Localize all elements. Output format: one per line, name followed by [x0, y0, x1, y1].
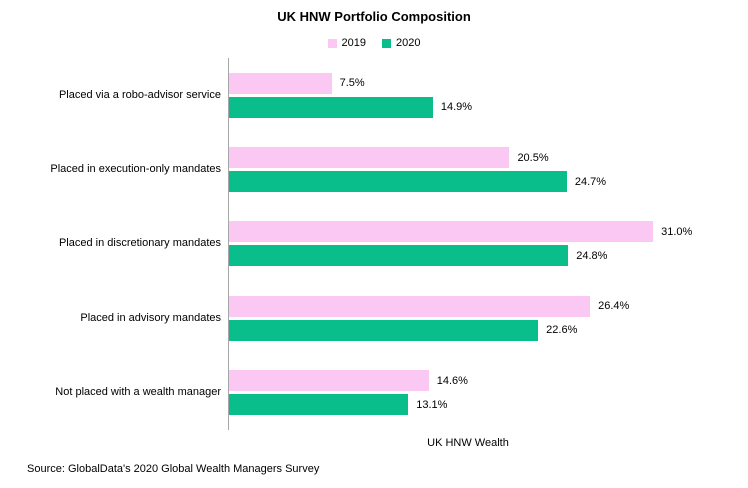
bar-with-label: 22.6%: [229, 319, 629, 341]
category-row: Placed in advisory mandates 26.4% 22.6%: [0, 281, 748, 355]
legend-label-2020: 2020: [396, 37, 421, 49]
value-label: 7.5%: [339, 77, 365, 90]
category-label: Placed via a robo-advisor service: [58, 88, 221, 101]
value-label: 20.5%: [517, 151, 549, 164]
category-label: Placed in advisory mandates: [80, 311, 221, 324]
category-label: Placed in execution-only mandates: [50, 163, 221, 176]
chart-container: UK HNW Portfolio Composition 2019 2020 P…: [0, 9, 748, 475]
category-row: Not placed with a wealth manager 14.6% 13.…: [0, 356, 748, 430]
value-label: 13.1%: [416, 398, 448, 411]
bar-2020: [229, 171, 567, 193]
bar-2019: [229, 221, 654, 243]
bar-2020: [229, 319, 539, 341]
legend-swatch-2020: [382, 38, 391, 48]
x-axis-label: UK HNW Wealth: [427, 436, 509, 449]
bar-2019: [229, 72, 332, 94]
bar-pair: 31.0% 24.8%: [229, 207, 692, 281]
bar-2020: [229, 245, 569, 267]
bar-2019: [229, 295, 591, 317]
bar-rows: Placed via a robo-advisor service 7.5% 14.…: [0, 58, 748, 430]
value-label: 14.6%: [436, 374, 468, 387]
legend: 2019 2020: [0, 37, 748, 49]
value-label: 26.4%: [598, 300, 630, 313]
legend-swatch-2019: [327, 38, 337, 48]
value-label: 31.0%: [661, 225, 693, 238]
bar-with-label: 7.5%: [229, 72, 472, 94]
value-label: 14.9%: [440, 101, 473, 114]
bar-pair: 14.6% 13.1%: [229, 356, 468, 430]
bar-with-label: 24.8%: [229, 245, 692, 267]
chart-title: UK HNW Portfolio Composition: [277, 9, 471, 24]
legend-label-2019: 2019: [341, 37, 366, 49]
legend-item-2020: 2020: [382, 37, 420, 49]
bar-with-label: 24.7%: [229, 171, 607, 193]
value-label: 24.7%: [574, 175, 607, 188]
category-row: Placed via a robo-advisor service 7.5% 14.…: [0, 58, 748, 132]
source-note: Source: GlobalData's 2020 Global Wealth …: [27, 463, 320, 475]
bar-with-label: 14.9%: [229, 96, 473, 118]
category-label: Placed in discretionary mandates: [58, 237, 221, 250]
bar-2019: [229, 370, 429, 392]
category-row: Placed in execution-only mandates 20.5% 24…: [0, 132, 748, 206]
category-label: Not placed with a wealth manager: [55, 386, 221, 399]
value-label: 22.6%: [546, 324, 578, 337]
bar-with-label: 31.0%: [229, 221, 693, 243]
bar-2020: [229, 96, 433, 118]
plot-area: Placed via a robo-advisor service 7.5% 14.…: [0, 58, 748, 449]
bar-pair: 7.5% 14.9%: [229, 58, 472, 132]
bar-with-label: 20.5%: [229, 147, 606, 169]
legend-item-2019: 2019: [327, 37, 366, 49]
bar-pair: 20.5% 24.7%: [229, 132, 606, 206]
category-row: Placed in discretionary mandates 31.0% 24.…: [0, 207, 748, 281]
bar-with-label: 13.1%: [229, 394, 468, 416]
y-axis-line: [228, 58, 229, 430]
bar-2019: [229, 147, 510, 169]
bar-2020: [229, 394, 409, 416]
bar-with-label: 14.6%: [229, 370, 468, 392]
bar-with-label: 26.4%: [229, 295, 630, 317]
bar-pair: 26.4% 22.6%: [229, 281, 629, 355]
value-label: 24.8%: [576, 249, 608, 262]
